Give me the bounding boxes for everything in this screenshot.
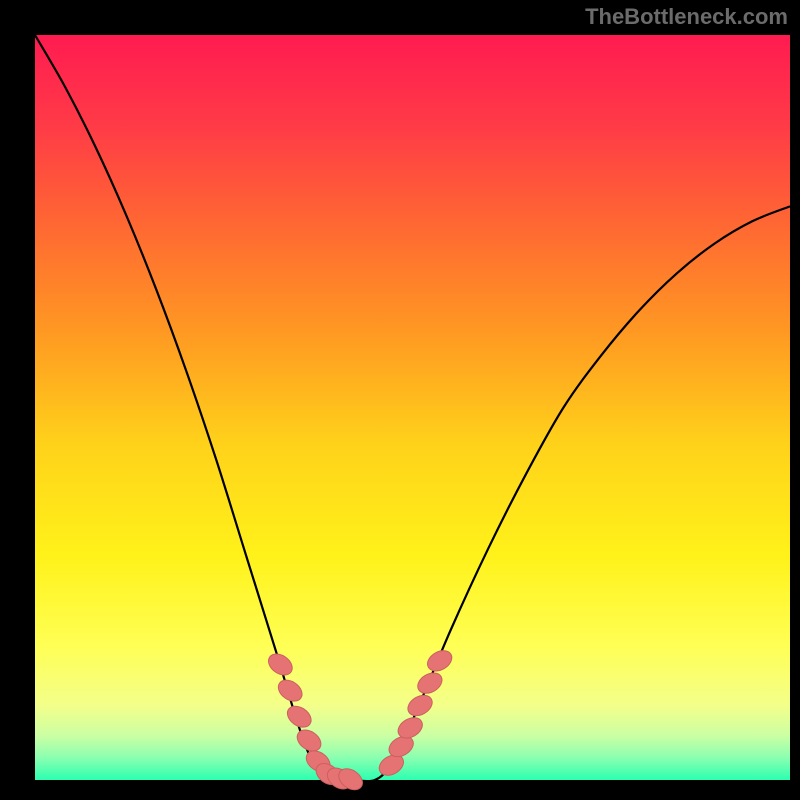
- plot-background: [35, 35, 790, 780]
- chart-container: { "watermark": { "text": "TheBottleneck.…: [0, 0, 800, 800]
- watermark-text: TheBottleneck.com: [585, 4, 788, 30]
- chart-svg: [0, 0, 800, 800]
